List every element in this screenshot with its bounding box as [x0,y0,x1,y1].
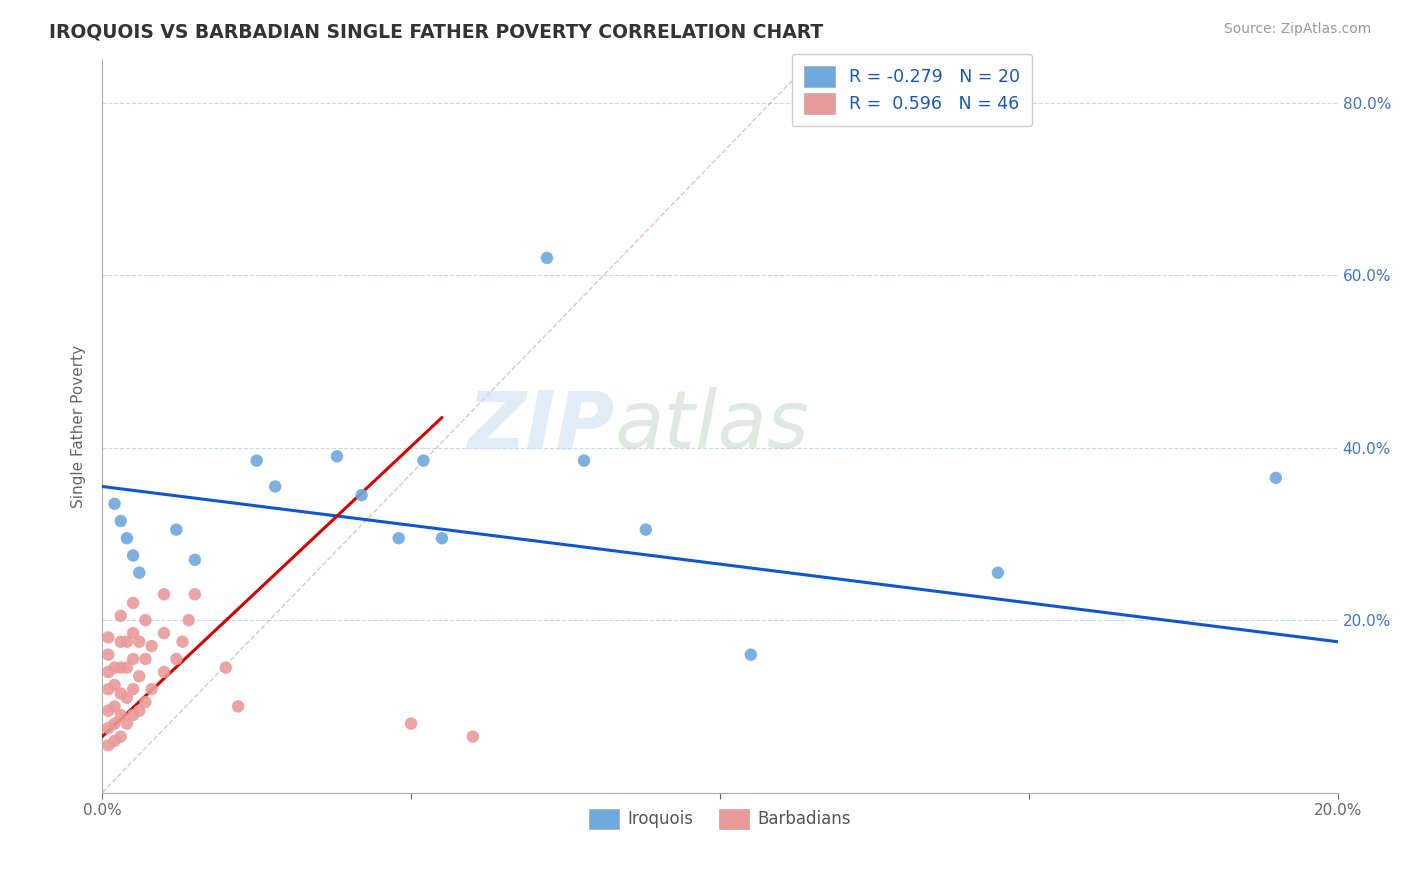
Point [122,596,145,610]
Point [103,699,125,714]
Point [141,682,163,697]
Y-axis label: Single Father Poverty: Single Father Poverty [72,344,86,508]
Point [461,730,484,744]
Point [115,531,138,545]
Point [572,453,595,467]
Point [103,734,125,748]
Point [134,652,156,666]
Point [740,648,762,662]
Point [412,453,434,467]
Point [987,566,1010,580]
Point [153,626,176,640]
Point [141,639,163,653]
Point [634,523,657,537]
Point [134,695,156,709]
Point [110,514,132,528]
Point [134,613,156,627]
Point [122,652,145,666]
Point [115,634,138,648]
Text: Source: ZipAtlas.com: Source: ZipAtlas.com [1223,22,1371,37]
Point [128,566,150,580]
Point [153,587,176,601]
Point [399,716,422,731]
Point [226,699,249,714]
Point [110,660,132,674]
Point [103,660,125,674]
Point [184,587,207,601]
Point [128,634,150,648]
Point [97,704,120,718]
Point [184,553,207,567]
Point [128,704,150,718]
Point [110,686,132,700]
Point [110,608,132,623]
Point [122,708,145,723]
Point [165,523,187,537]
Point [97,721,120,735]
Point [172,634,194,648]
Legend: Iroquois, Barbadians: Iroquois, Barbadians [582,802,858,836]
Text: atlas: atlas [614,387,810,465]
Point [97,665,120,679]
Point [153,665,176,679]
Point [103,678,125,692]
Point [97,631,120,645]
Point [103,716,125,731]
Point [115,690,138,705]
Point [128,669,150,683]
Point [115,716,138,731]
Point [1264,471,1286,485]
Text: ZIP: ZIP [468,387,614,465]
Point [350,488,373,502]
Point [430,531,453,545]
Point [388,531,411,545]
Point [97,682,120,697]
Point [264,479,287,493]
Point [177,613,200,627]
Point [122,626,145,640]
Point [215,660,238,674]
Point [110,708,132,723]
Point [97,648,120,662]
Point [246,453,269,467]
Point [122,549,145,563]
Point [326,450,349,464]
Text: IROQUOIS VS BARBADIAN SINGLE FATHER POVERTY CORRELATION CHART: IROQUOIS VS BARBADIAN SINGLE FATHER POVE… [49,22,824,41]
Point [110,730,132,744]
Point [110,634,132,648]
Point [97,738,120,752]
Point [122,682,145,697]
Point [115,660,138,674]
Point [165,652,187,666]
Point [103,497,125,511]
Point [536,251,558,265]
